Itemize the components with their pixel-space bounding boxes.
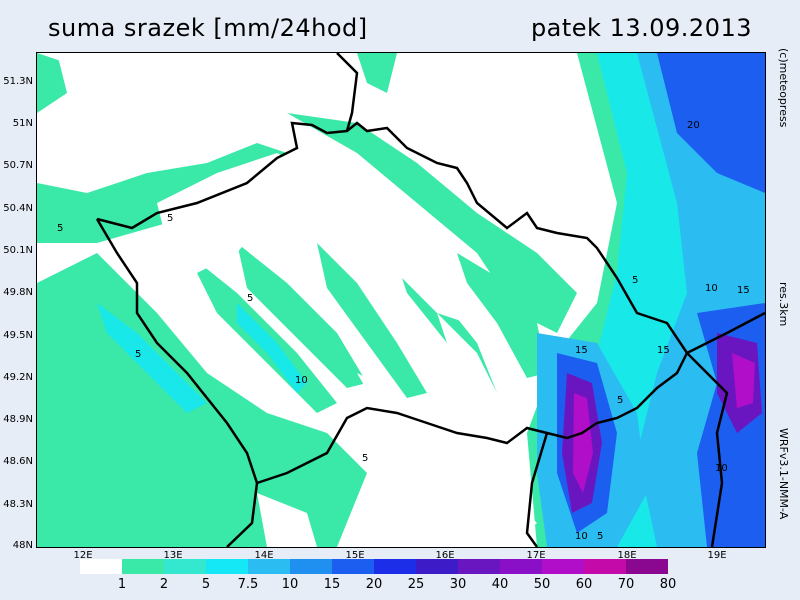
contour-label: 10 (295, 375, 308, 386)
lat-label: 48.3N (3, 499, 33, 510)
lat-label: 50.4N (3, 203, 33, 214)
model-label: WRFv3.1-NMM-A (777, 428, 790, 520)
legend-color-box (164, 559, 206, 574)
legend-color-box (416, 559, 458, 574)
map-svg: 5 5 5 5 5 5 10 10 10 15 15 15 20 5 10 5 (37, 53, 765, 547)
lat-label: 50.1N (3, 245, 33, 256)
contour-label: 10 (575, 531, 588, 542)
legend-label: 10 (281, 577, 299, 592)
contour-label: 5 (247, 293, 253, 304)
precipitation-map: 5 5 5 5 5 5 10 10 10 15 15 15 20 5 10 5 (36, 52, 766, 548)
lon-label: 16E (435, 550, 455, 561)
contour-label: 5 (597, 531, 603, 542)
legend-label: 40 (491, 577, 509, 592)
contour-label: 5 (135, 349, 141, 360)
legend-color-box (542, 559, 584, 574)
contour-label: 5 (167, 213, 173, 224)
legend-color-box (122, 559, 164, 574)
legend-color-box (626, 559, 668, 574)
lat-label: 51N (12, 118, 33, 129)
copyright-label: (c)meteopress (777, 48, 790, 128)
lat-label: 49.8N (3, 287, 33, 298)
lon-label: 12E (73, 550, 93, 561)
contour-label: 10 (715, 463, 728, 474)
lat-label: 51.3N (3, 76, 33, 87)
legend-label: 70 (617, 577, 635, 592)
legend-label: 2 (159, 577, 169, 592)
contour-label: 5 (57, 223, 63, 234)
legend-color-box (206, 559, 248, 574)
lon-label: 18E (617, 550, 637, 561)
legend-color-box (500, 559, 542, 574)
forecast-date: patek 13.09.2013 (530, 14, 752, 42)
contour-label: 10 (705, 283, 718, 294)
legend-color-box (332, 559, 374, 574)
lon-label: 17E (526, 550, 546, 561)
legend-color-box (80, 559, 122, 574)
legend-label: 1 (117, 577, 127, 592)
legend-label: 80 (659, 577, 677, 592)
lat-label: 48.9N (3, 414, 33, 425)
legend-color-box (290, 559, 332, 574)
lat-label: 49.2N (3, 372, 33, 383)
contour-labels: 5 5 5 5 5 5 10 10 10 15 15 15 20 5 10 5 (57, 120, 750, 542)
legend-color-box (248, 559, 290, 574)
lon-label: 13E (163, 550, 183, 561)
lon-label: 14E (254, 550, 274, 561)
legend-label: 60 (575, 577, 593, 592)
contour-label: 5 (632, 275, 638, 286)
legend-color-box (584, 559, 626, 574)
legend-label: 50 (533, 577, 551, 592)
contour-label: 15 (575, 345, 588, 356)
legend-label: 5 (201, 577, 211, 592)
lon-label: 15E (345, 550, 365, 561)
lon-label: 19E (707, 550, 727, 561)
legend-label: 15 (323, 577, 341, 592)
country-borders (95, 53, 765, 547)
legend-color-box (374, 559, 416, 574)
legend-label: 30 (449, 577, 467, 592)
contour-label: 15 (657, 345, 670, 356)
lat-label: 49.5N (3, 330, 33, 341)
legend-label: 25 (407, 577, 425, 592)
lat-label: 48N (12, 540, 33, 551)
lat-label: 48.6N (3, 456, 33, 467)
map-title: suma srazek [mm/24hod] (48, 14, 368, 42)
contour-label: 5 (617, 395, 623, 406)
lat-label: 50.7N (3, 160, 33, 171)
contour-label: 20 (687, 120, 700, 131)
legend-label: 20 (365, 577, 383, 592)
legend-color-box (458, 559, 500, 574)
legend-label: 7.5 (237, 577, 259, 592)
resolution-label: res.3km (777, 282, 790, 327)
precip-60mm-areas (573, 353, 755, 493)
dry-areas (37, 53, 537, 547)
contour-label: 5 (362, 453, 368, 464)
contour-label: 15 (737, 285, 750, 296)
